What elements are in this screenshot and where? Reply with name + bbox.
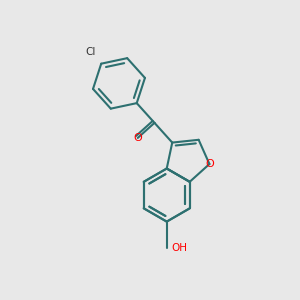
Text: O: O [205,159,214,169]
Text: OH: OH [172,243,188,253]
Text: O: O [134,133,142,143]
Text: Cl: Cl [85,47,96,57]
